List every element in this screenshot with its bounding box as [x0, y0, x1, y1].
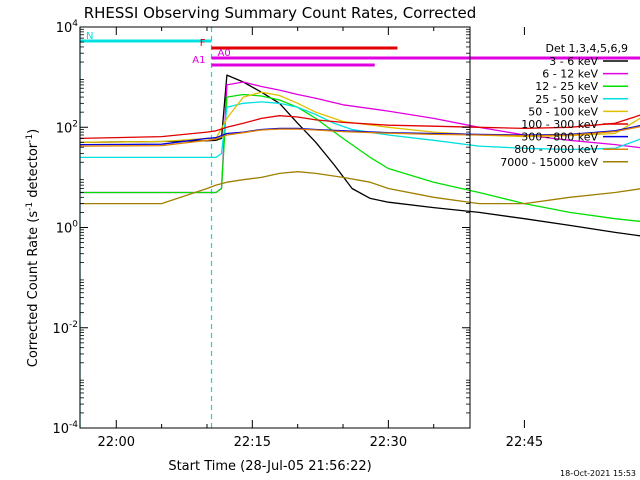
- series-line-6: [79, 125, 640, 146]
- y-tick-base: 10: [52, 322, 69, 337]
- x-tick-label-1: 22:15: [234, 435, 271, 450]
- y-axis-label-detector: detector: [26, 142, 41, 198]
- y-tick-exp: -4: [69, 420, 78, 430]
- y-tick-base: 10: [56, 21, 73, 36]
- series-line-3: [80, 101, 640, 159]
- x-axis-label: Start Time (28-Jul-05 21:56:22): [168, 459, 371, 474]
- y-tick-label-1: 10-2: [52, 320, 78, 337]
- y-tick-base: 10: [52, 422, 69, 437]
- x-tick-label-0: 22:00: [98, 435, 135, 450]
- annotation-label-f: F: [200, 38, 206, 49]
- annotation-f: F: [200, 38, 398, 50]
- plot-frame: [79, 26, 471, 429]
- series-line-4: [79, 91, 640, 143]
- legend-label-3: 25 - 50 keV: [535, 93, 598, 106]
- annotation-a0: A0: [211, 48, 640, 60]
- legend-label-0: 3 - 6 keV: [549, 55, 598, 68]
- legend-label-5: 100 - 300 keV: [521, 118, 598, 131]
- legend-title: Det 1,3,4,5,6,9: [545, 42, 628, 55]
- y-tick-exp: 2: [72, 119, 78, 129]
- legend-label-8: 7000 - 15000 keV: [500, 156, 598, 169]
- series-line-8: [80, 171, 640, 205]
- y-tick-label-0: 10-4: [52, 420, 78, 437]
- annotation-label-a1: A1: [192, 55, 205, 66]
- y-tick-label-3: 102: [56, 119, 78, 136]
- y-tick-base: 10: [56, 121, 73, 136]
- series-line-5: [79, 114, 640, 140]
- annotation-a1: A1: [192, 55, 375, 67]
- legend-label-4: 50 - 100 keV: [528, 105, 598, 118]
- y-tick-base: 10: [56, 222, 73, 237]
- y-tick-exp: 0: [72, 220, 78, 230]
- footer-date: 18-Oct-2021 15:53: [560, 469, 636, 478]
- series-line-7: [79, 125, 640, 147]
- legend-label-6: 300 - 800 keV: [521, 131, 598, 144]
- chart-title: RHESSI Observing Summary Count Rates, Co…: [84, 4, 477, 22]
- y-tick-label-2: 100: [56, 220, 79, 237]
- x-tick-label-2: 22:30: [370, 435, 407, 450]
- annotation-label-a0: A0: [218, 48, 231, 59]
- y-axis-label-exp2: -1: [25, 134, 35, 143]
- legend-label-7: 800 - 7000 keV: [514, 143, 598, 156]
- legend-label-2: 12 - 25 keV: [535, 80, 598, 93]
- y-axis-label-exp: -1: [25, 202, 35, 211]
- annotation-n: N: [80, 31, 212, 43]
- y-axis-label-close: ): [26, 129, 41, 134]
- x-tick-label-3: 22:45: [506, 435, 543, 450]
- legend-label-1: 6 - 12 keV: [542, 68, 598, 81]
- y-axis-label: Corrected Count Rate (s-1 detector-1): [25, 129, 41, 367]
- y-tick-exp: -2: [69, 320, 78, 330]
- annotation-label-n: N: [86, 31, 93, 42]
- y-axis-label-main: Corrected Count Rate (s: [26, 211, 41, 368]
- y-tick-label-4: 104: [56, 19, 79, 36]
- series-line-2: [80, 93, 640, 222]
- y-tick-exp: 4: [72, 19, 78, 29]
